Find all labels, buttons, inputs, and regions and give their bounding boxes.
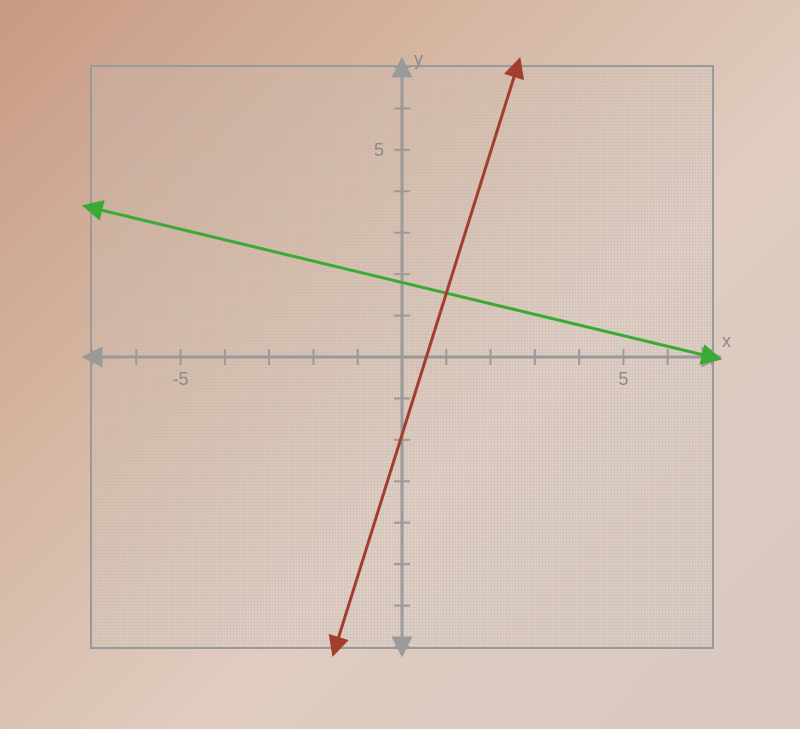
x-tick-label: -5 (173, 369, 189, 389)
axes (92, 67, 712, 647)
y-axis-label: y (414, 49, 423, 69)
x-axis-label: x (722, 331, 731, 351)
x-tick-label: 5 (618, 369, 628, 389)
labels: -5 5 5 x y (173, 49, 731, 389)
y-tick-label: 5 (374, 139, 384, 159)
plot-area: -555xy (90, 65, 714, 649)
coordinate-plane: -5 5 5 x y (50, 45, 750, 685)
chart-svg: -555xy (92, 67, 712, 647)
